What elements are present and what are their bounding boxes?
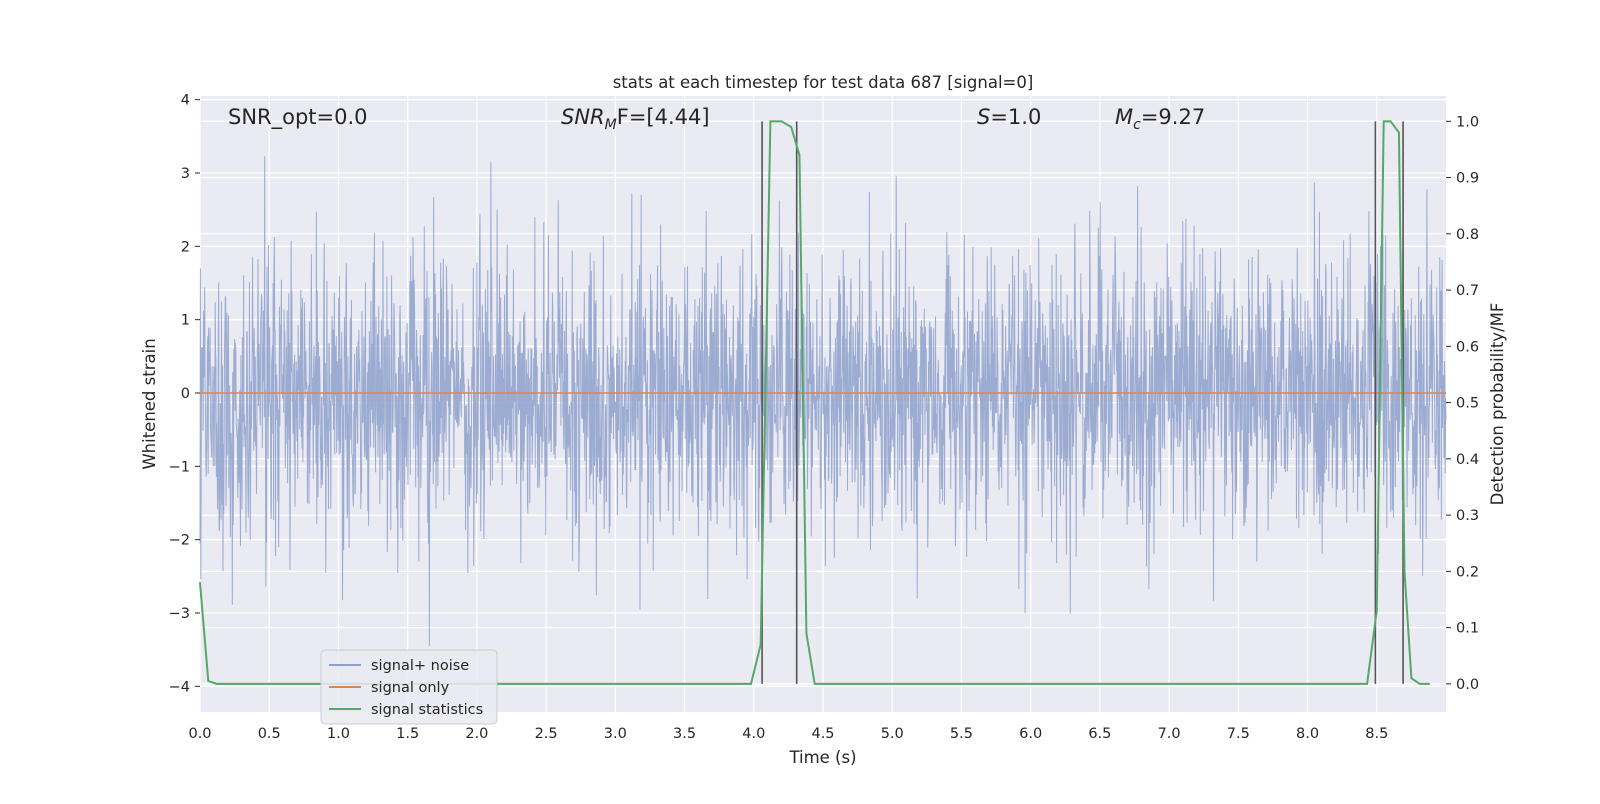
y-tick-label-left: 4 xyxy=(181,93,190,109)
annotation-snr-mf: SNRMF=[4.44] xyxy=(561,105,710,133)
y-tick-label-left: −3 xyxy=(169,606,190,622)
signal-statistics-point xyxy=(1418,683,1421,685)
annotation-mc: Mc=9.27 xyxy=(1115,105,1205,133)
signal-statistics-point xyxy=(1382,120,1385,123)
signal-statistics-point xyxy=(780,120,783,123)
x-axis-label: Time (s) xyxy=(788,748,856,767)
y-tick-label-right: 1.0 xyxy=(1456,114,1479,130)
signal-statistics-point xyxy=(790,126,792,128)
signal-statistics-point xyxy=(1389,120,1392,123)
x-tick-label: 7.0 xyxy=(1158,726,1181,742)
y-tick-label-left: 1 xyxy=(181,313,190,329)
x-tick-label: 1.0 xyxy=(327,726,350,742)
signal-statistics-point xyxy=(1428,683,1431,685)
x-tick-label: 0.5 xyxy=(258,726,281,742)
annotation-mc-value: =9.27 xyxy=(1141,105,1205,129)
y-tick-label-left: −1 xyxy=(169,459,190,475)
legend-label-signal-statistics: signal statistics xyxy=(371,702,483,718)
y-tick-label-left: 3 xyxy=(181,166,190,182)
legend-box xyxy=(320,649,498,725)
y-axis-right-ticks: 1.0 0.9 0.8 0.7 0.6 0.5 0.4 0.3 0.2 0.1 0.0 xyxy=(1446,114,1479,693)
signal-statistics-point xyxy=(1403,570,1406,573)
annotation-mc-subscript: c xyxy=(1133,117,1141,133)
signal-statistics-point xyxy=(1410,677,1413,680)
y-tick-label-right: 0.9 xyxy=(1456,171,1479,187)
series-signal-statistics xyxy=(199,120,1431,685)
x-tick-label: 2.0 xyxy=(465,726,488,742)
signal-statistics-point xyxy=(798,154,801,156)
y-tick-label-right: 0.3 xyxy=(1456,508,1479,524)
signal-statistics-line xyxy=(199,120,1430,685)
x-tick-label: 8.5 xyxy=(1365,726,1388,742)
annotation-mc-symbol: M xyxy=(1115,105,1133,129)
signal-statistics-point xyxy=(750,683,752,685)
annotation-snr-opt: SNR_opt=0.0 xyxy=(228,105,368,130)
legend-label-signal-plus-noise: signal+ noise xyxy=(371,658,469,674)
x-tick-label: 5.0 xyxy=(881,726,904,742)
x-tick-label: 5.5 xyxy=(950,726,973,742)
series-signal-plus-noise xyxy=(199,156,1447,647)
signal-statistics-point xyxy=(1366,683,1368,685)
x-tick-label: 0.0 xyxy=(188,726,211,742)
annotation-s: S=1.0 xyxy=(977,105,1041,129)
annotation-snr-mf-symbol: SNR xyxy=(561,105,605,129)
y-axis-right-label: Detection probability/MF xyxy=(1488,303,1507,506)
annotation-snr-mf-subscript: M xyxy=(605,117,617,133)
x-tick-label: 6.5 xyxy=(1088,726,1111,742)
y-tick-label-right: 0.1 xyxy=(1456,621,1479,637)
y-tick-label-right: 0.5 xyxy=(1456,396,1479,412)
signal-statistics-point xyxy=(215,683,218,685)
y-tick-label-right: 0.7 xyxy=(1456,283,1479,299)
signal-statistics-point xyxy=(1375,609,1378,612)
y-tick-label-right: 0.2 xyxy=(1456,564,1479,580)
signal-statistics-point xyxy=(207,680,210,682)
legend-label-signal-only: signal only xyxy=(371,680,450,696)
legend: signal+ noise signal only signal statist… xyxy=(320,649,498,725)
x-tick-label: 3.5 xyxy=(673,726,696,742)
y-tick-label-left: 0 xyxy=(181,386,190,402)
y-tick-label-right: 0.8 xyxy=(1456,227,1479,243)
x-tick-label: 3.0 xyxy=(604,726,627,742)
y-tick-label-right: 0.0 xyxy=(1456,677,1479,693)
signal-statistics-point xyxy=(769,120,772,123)
x-tick-label: 4.5 xyxy=(811,726,834,742)
y-tick-label-left: −4 xyxy=(169,679,190,695)
x-tick-label: 4.0 xyxy=(742,726,765,742)
annotation-s-value: =1.0 xyxy=(990,105,1041,129)
annotation-s-symbol: S xyxy=(977,105,990,129)
x-tick-label: 7.5 xyxy=(1227,726,1250,742)
x-tick-label: 8.0 xyxy=(1296,726,1319,742)
annotation-snr-mf-value: F=[4.44] xyxy=(617,105,710,129)
y-axis-left-ticks: 4 3 2 1 0 −1 −2 −3 −4 xyxy=(169,93,200,695)
signal-statistics-point xyxy=(759,643,762,646)
y-tick-label-right: 0.4 xyxy=(1456,452,1479,468)
y-axis-left-label: Whitened strain xyxy=(140,338,159,469)
chart-title: stats at each timestep for test data 687… xyxy=(613,73,1034,92)
signal-statistics-point xyxy=(1398,131,1400,134)
y-tick-label-right: 0.6 xyxy=(1456,339,1479,355)
signal-statistics-point xyxy=(805,632,808,635)
y-tick-label-left: 2 xyxy=(181,239,190,255)
signal-statistics-point xyxy=(813,683,816,685)
x-tick-label: 6.0 xyxy=(1019,726,1042,742)
x-axis-ticks: 0.0 0.5 1.0 1.5 2.0 2.5 3.0 3.5 4.0 4.5 5.0 5.5 6.0 6… xyxy=(188,726,1388,742)
x-tick-label: 2.5 xyxy=(535,726,558,742)
y-tick-label-left: −2 xyxy=(169,533,190,549)
x-tick-label: 1.5 xyxy=(396,726,419,742)
signal-plus-noise-trace xyxy=(199,156,1447,647)
signal-statistics-point xyxy=(199,581,201,584)
